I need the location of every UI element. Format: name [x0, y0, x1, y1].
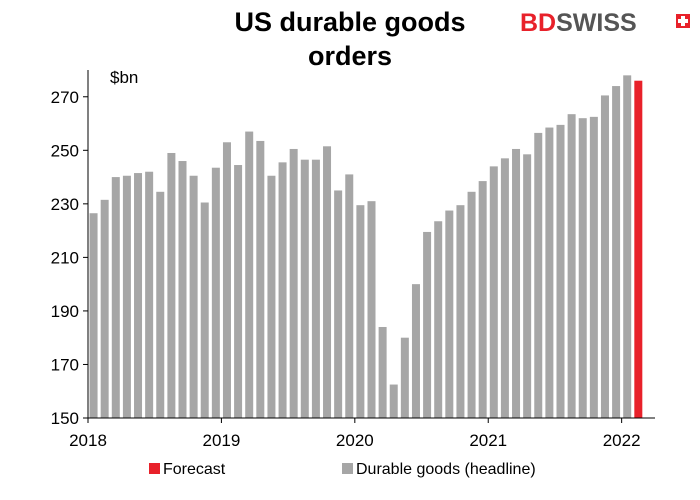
bar-headline: [89, 213, 98, 418]
y-axis: 150 170 190 210 230 250 270: [51, 70, 89, 428]
y-tick-label: 150: [51, 409, 79, 428]
y-tick-label: 270: [51, 88, 79, 107]
bar-headline: [289, 148, 298, 418]
bar-headline: [411, 284, 420, 418]
legend-headline-swatch: [342, 463, 353, 474]
bar-headline: [311, 159, 320, 418]
bar-headline: [256, 140, 265, 418]
bar-headline: [567, 114, 576, 419]
bar-headline: [100, 199, 109, 418]
bar-headline: [456, 205, 465, 418]
bar-headline: [345, 174, 354, 418]
bar-headline: [589, 116, 598, 418]
x-tick-label: 2021: [469, 431, 507, 450]
bar-headline: [267, 175, 276, 418]
unit-label: $bn: [110, 68, 138, 87]
bar-headline: [145, 171, 154, 418]
bar-headline: [323, 146, 332, 419]
bar-headline: [489, 166, 498, 418]
legend: Forecast Durable goods (headline): [149, 461, 536, 478]
bar-headline: [356, 205, 365, 418]
bar-headline: [245, 131, 254, 418]
bar-headline: [234, 165, 243, 418]
bar-headline: [167, 152, 176, 419]
chart-title-line-2: orders: [308, 41, 392, 71]
bar-headline: [545, 127, 554, 419]
logo-bd-text: BD: [520, 9, 556, 37]
bar-headline: [400, 337, 409, 418]
chart-title-line-1: US durable goods: [234, 7, 465, 37]
bar-headline: [423, 231, 432, 418]
bar-headline: [334, 190, 343, 418]
bar-headline: [467, 191, 476, 418]
legend-forecast-label: Forecast: [163, 461, 226, 478]
bar-headline: [300, 159, 309, 418]
bar-headline: [478, 181, 487, 418]
bar-headline: [434, 221, 443, 418]
y-tick-label: 210: [51, 248, 79, 267]
bar-forecast: [634, 80, 643, 419]
bars-group: [89, 75, 643, 419]
bar-headline: [378, 326, 387, 418]
y-tick-label: 170: [51, 355, 79, 374]
y-tick-label: 190: [51, 302, 79, 321]
bar-headline: [367, 201, 376, 418]
svg-text:BDSWISS: BDSWISS: [520, 9, 637, 37]
bar-headline: [222, 142, 231, 418]
bar-headline: [600, 95, 609, 419]
legend-headline-label: Durable goods (headline): [356, 461, 536, 478]
swiss-cross-icon: [676, 14, 690, 28]
bar-headline: [556, 124, 565, 418]
logo-swiss-text: SWISS: [556, 9, 637, 37]
bar-headline: [178, 161, 187, 418]
bar-headline: [578, 118, 587, 419]
bar-headline: [200, 202, 209, 418]
x-tick-label: 2019: [202, 431, 240, 450]
bar-headline: [189, 175, 198, 418]
x-axis: 2018 2019 2020 2021 2022: [69, 417, 655, 450]
bar-headline: [278, 162, 287, 418]
legend-forecast-swatch: [149, 463, 160, 474]
bar-headline: [134, 173, 143, 418]
bar-headline: [512, 148, 521, 418]
bar-headline: [623, 75, 632, 418]
x-tick-label: 2018: [69, 431, 107, 450]
bar-headline: [500, 158, 509, 418]
bar-headline: [612, 86, 621, 418]
bdswiss-logo: BDSWISS: [520, 9, 690, 37]
bar-headline: [523, 154, 532, 418]
bar-headline: [534, 132, 543, 418]
x-tick-label: 2022: [603, 431, 641, 450]
y-tick-label: 230: [51, 195, 79, 214]
bar-headline: [211, 167, 220, 418]
bar-headline: [122, 175, 131, 418]
bar-headline: [445, 210, 454, 418]
bar-headline: [389, 384, 398, 418]
bar-headline: [111, 177, 120, 418]
y-tick-label: 250: [51, 141, 79, 160]
bar-headline: [156, 191, 165, 418]
x-tick-label: 2020: [336, 431, 374, 450]
